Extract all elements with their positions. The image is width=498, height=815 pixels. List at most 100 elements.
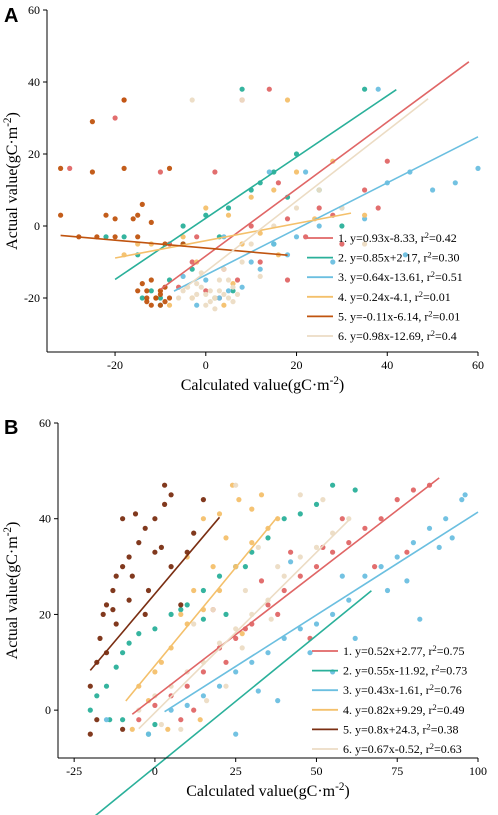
- y-axis-title: Actual value(gC·m-2): [2, 112, 21, 250]
- point-s3-18: [443, 516, 449, 522]
- point-s5-24: [200, 497, 206, 503]
- fit-line-5: [89, 516, 221, 671]
- legend: 1. y=0.93x-8.33, r2=0.42 2. y=0.85x+2.17,…: [307, 231, 463, 343]
- point-s5-1: [87, 683, 93, 689]
- point-s2-22: [152, 721, 158, 728]
- point-s4-4: [203, 205, 209, 211]
- point-s4-7: [271, 187, 277, 193]
- point-s1-20: [194, 234, 200, 240]
- point-s2-5: [120, 650, 126, 656]
- point-s5-15: [148, 277, 154, 283]
- point-s1-17: [394, 497, 400, 503]
- point-s1-16: [378, 516, 384, 522]
- point-s3-9: [297, 626, 303, 632]
- point-s1-13: [330, 549, 336, 555]
- point-s5-29: [87, 731, 93, 737]
- fit-line-2: [94, 590, 372, 815]
- point-s6-18: [293, 205, 300, 211]
- point-s5-25: [112, 234, 118, 240]
- point-s4-8: [293, 169, 300, 175]
- x-axis-title: Calculated value(gC·m-2): [181, 375, 345, 394]
- y-tick-label-20: 20: [39, 607, 51, 621]
- point-s5-12: [139, 201, 145, 207]
- point-s6-33: [257, 273, 263, 279]
- point-s6-13: [212, 306, 218, 312]
- point-s3-31: [275, 698, 281, 704]
- point-s1-21: [248, 223, 254, 229]
- point-s2-4: [113, 664, 119, 670]
- point-s1-26: [404, 549, 410, 555]
- point-s1-4: [184, 683, 190, 689]
- legend-label-6: 6. y=0.67x-0.52, r2=0.63: [343, 742, 462, 757]
- point-s5-3: [97, 635, 103, 642]
- point-s6-17: [242, 587, 248, 594]
- point-s3-20: [462, 492, 468, 498]
- point-s5-2: [58, 165, 64, 171]
- point-s3-21: [266, 169, 272, 175]
- legend-label-5: 5. y=0.8x+24.3, r2=0.38: [343, 722, 459, 737]
- point-s1-12: [313, 564, 320, 570]
- point-s2-17: [297, 511, 303, 517]
- point-s4-13: [210, 564, 216, 570]
- legend-label-3: 3. y=0.43x-1.61, r2=0.76: [343, 683, 462, 698]
- point-s5-30: [162, 299, 168, 305]
- point-s5-32: [121, 165, 127, 171]
- y-tick-label-60: 60: [28, 3, 40, 17]
- point-s5-14: [144, 295, 150, 301]
- fit-line-1: [131, 477, 440, 715]
- point-s4-26: [165, 726, 171, 732]
- point-s2-17: [239, 86, 245, 92]
- point-s5-11: [142, 525, 148, 531]
- point-s5-17: [152, 549, 158, 555]
- point-s4-24: [239, 631, 245, 637]
- point-s6-25: [207, 299, 213, 305]
- point-s4-10: [166, 302, 173, 308]
- x-tick-label-75: 75: [391, 764, 403, 778]
- point-s4-16: [284, 97, 291, 103]
- point-s5-4: [100, 611, 106, 618]
- point-s2-20: [339, 223, 345, 229]
- point-s3-3: [248, 259, 254, 265]
- point-s5-12: [152, 516, 158, 522]
- point-s5-29: [157, 291, 163, 297]
- point-s6-18: [275, 564, 281, 570]
- x-tick-label-100: 100: [469, 764, 487, 778]
- y-tick-label-60: 60: [39, 416, 51, 430]
- point-s3-5: [233, 669, 239, 675]
- point-s5-30: [110, 607, 116, 613]
- point-s3-7: [265, 650, 271, 656]
- x-tick-label-20: 20: [291, 358, 303, 372]
- point-s3-26: [436, 544, 442, 551]
- point-s1-29: [258, 578, 265, 584]
- legend-label-2: 2. y=0.55x-11.92, r2=0.73: [343, 663, 467, 678]
- point-s6-27: [320, 497, 326, 503]
- point-s1-24: [339, 516, 345, 522]
- point-s3-12: [346, 597, 352, 603]
- point-s1-7: [284, 216, 291, 222]
- point-s5-28: [144, 299, 150, 305]
- point-s2-19: [103, 234, 109, 240]
- point-s3-16: [239, 284, 245, 290]
- fit-line-4: [114, 212, 352, 259]
- point-s4-17: [362, 212, 368, 218]
- point-s4-8: [249, 540, 255, 546]
- point-s6-16: [248, 241, 254, 247]
- point-s3-27: [339, 573, 345, 579]
- point-s5-21: [148, 302, 154, 308]
- point-s3-8: [362, 216, 368, 222]
- point-s5-17: [157, 302, 163, 308]
- point-s1-21: [223, 659, 229, 665]
- point-s5-26: [148, 219, 154, 225]
- y-tick-label-40: 40: [28, 75, 40, 89]
- panel-A: A -20 0 20 40 60 -20 0 20 40 60 Calculated value(gC…: [2, 3, 484, 394]
- fit-line-6: [138, 519, 350, 730]
- point-s3-28: [288, 559, 294, 565]
- point-s2-15: [265, 535, 271, 541]
- point-s3-10: [313, 621, 320, 627]
- x-tick-label-0: 0: [203, 358, 209, 372]
- point-s3-35: [449, 535, 455, 541]
- legend-label-5: 5. y=-0.11x-6.14, r2=0.01: [338, 309, 460, 324]
- point-s4-25: [197, 717, 203, 723]
- point-s5-20: [166, 295, 173, 301]
- point-s3-22: [303, 169, 309, 175]
